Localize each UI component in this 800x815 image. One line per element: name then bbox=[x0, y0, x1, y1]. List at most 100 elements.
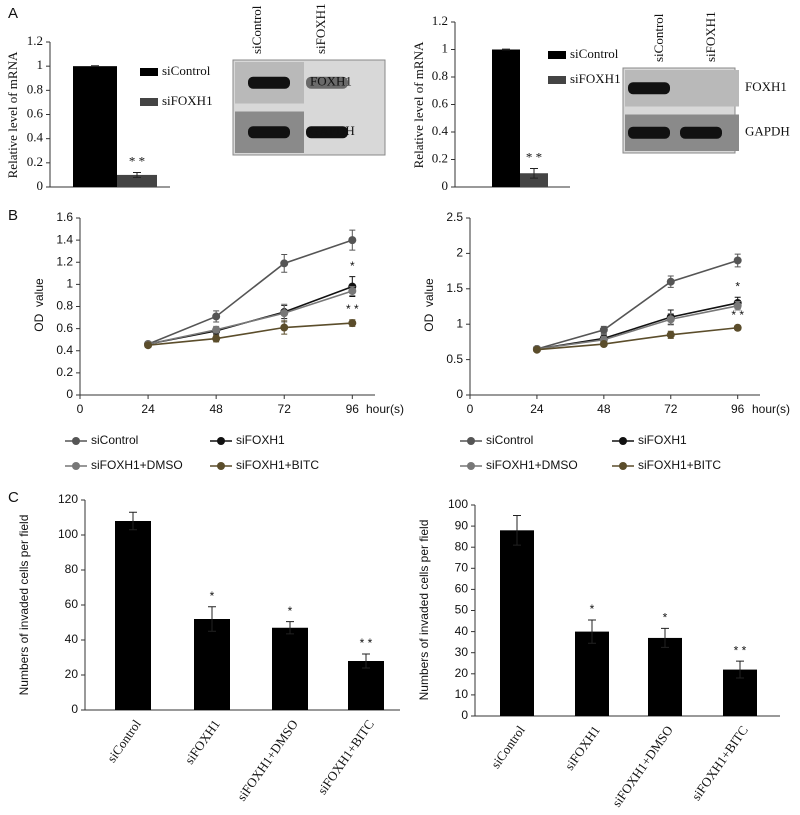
legend-label: siFOXH1 bbox=[570, 71, 621, 86]
x-tick-label: 72 bbox=[278, 402, 292, 416]
significance: * * bbox=[731, 308, 744, 322]
chart: 0 0.2 0.4 0.6 0.8 1 1.2 Relative level of mRNA s… bbox=[411, 11, 790, 193]
y-tick-label: 0.6 bbox=[56, 321, 73, 335]
blot-band bbox=[248, 76, 290, 89]
error-bar bbox=[736, 660, 744, 679]
error-bar bbox=[513, 515, 521, 546]
legend-label: siControl bbox=[162, 63, 211, 78]
series-line bbox=[536, 305, 738, 350]
series-line bbox=[147, 285, 353, 345]
chart: 0 10 20 30 40 50 60 70 80 90 100 Numbers of invaded… bbox=[417, 497, 780, 810]
significance: * * bbox=[129, 153, 145, 168]
y-tick-label: 1.2 bbox=[27, 33, 43, 48]
legend-marker bbox=[467, 462, 475, 470]
y-tick-label: 0.2 bbox=[432, 150, 448, 165]
x-tick-label: siFOXH1+DMSO bbox=[609, 723, 676, 810]
x-tick-label: 0 bbox=[467, 402, 474, 416]
y-tick-label: 0.8 bbox=[56, 299, 73, 313]
y-tick-label: 0.2 bbox=[56, 365, 73, 379]
significance: * bbox=[735, 279, 740, 293]
error-bar bbox=[133, 172, 141, 178]
legend-swatch bbox=[140, 68, 158, 76]
series-line bbox=[147, 239, 353, 345]
error-bar bbox=[502, 48, 510, 51]
y-tick-label: 0 bbox=[442, 178, 449, 193]
blot-row-label: FOXH1 bbox=[310, 74, 352, 89]
x-tick-label: 24 bbox=[141, 402, 155, 416]
y-tick-label: 1.4 bbox=[56, 232, 73, 246]
point bbox=[733, 301, 742, 310]
x-axis-label: hour(s) bbox=[752, 402, 790, 416]
legend-label: siFOXH1 bbox=[236, 433, 285, 447]
panel-label: A bbox=[8, 5, 18, 22]
legend-label: siControl bbox=[486, 433, 533, 447]
point bbox=[666, 315, 675, 324]
significance: * bbox=[288, 604, 293, 618]
y-tick-label: 30 bbox=[455, 645, 469, 659]
point bbox=[280, 309, 289, 318]
error-bar bbox=[208, 606, 216, 632]
y-tick-label: 0.5 bbox=[446, 352, 463, 366]
series-line bbox=[536, 259, 738, 350]
y-tick-label: 0.4 bbox=[56, 343, 73, 357]
y-tick-label: 70 bbox=[455, 560, 469, 574]
blot-band bbox=[248, 126, 290, 139]
point bbox=[348, 319, 357, 328]
blot-lane-label: siControl bbox=[249, 5, 264, 54]
significance: * bbox=[350, 259, 355, 273]
legend-marker bbox=[72, 437, 80, 445]
point bbox=[280, 323, 289, 332]
legend-label: siFOXH1+DMSO bbox=[91, 458, 183, 472]
y-tick-label: 1 bbox=[66, 277, 73, 291]
x-tick-label: 96 bbox=[346, 402, 360, 416]
legend-label: siControl bbox=[91, 433, 138, 447]
y-tick-label: 0.6 bbox=[432, 95, 449, 110]
series-line bbox=[147, 322, 353, 347]
error-bar bbox=[286, 621, 294, 635]
y-tick-label: 1 bbox=[37, 57, 44, 72]
y-tick-label: 0 bbox=[456, 387, 463, 401]
y-tick-label: 120 bbox=[58, 492, 78, 506]
x-tick-label: 24 bbox=[530, 402, 544, 416]
significance: * bbox=[663, 611, 668, 625]
point bbox=[280, 259, 289, 268]
y-tick-label: 0.4 bbox=[432, 123, 449, 138]
y-tick-label: 0.8 bbox=[27, 81, 43, 96]
blot-band bbox=[628, 82, 670, 95]
point bbox=[212, 334, 221, 343]
significance: * * bbox=[346, 302, 359, 316]
error-bar bbox=[129, 511, 137, 531]
blot-lane-label: siControl bbox=[651, 13, 666, 62]
y-tick-label: 1.2 bbox=[432, 13, 448, 28]
y-tick-label: 60 bbox=[65, 597, 79, 611]
legend-swatch bbox=[548, 76, 566, 84]
point bbox=[666, 277, 675, 286]
blot-row-label: FOXH1 bbox=[745, 79, 787, 94]
blot-band bbox=[306, 126, 348, 139]
point bbox=[348, 236, 357, 245]
x-tick-label: siFOXH1+DMSO bbox=[234, 717, 301, 804]
y-tick-label: 20 bbox=[65, 667, 79, 681]
y-tick-label: 40 bbox=[455, 624, 469, 638]
x-tick-label: siControl bbox=[104, 717, 144, 766]
y-tick-label: 40 bbox=[65, 632, 79, 646]
point bbox=[666, 330, 675, 339]
y-tick-label: 60 bbox=[455, 582, 469, 596]
bar bbox=[115, 521, 151, 710]
legend-marker bbox=[217, 462, 225, 470]
blot-band bbox=[628, 126, 670, 139]
y-tick-label: 2 bbox=[456, 246, 463, 260]
y-tick-label: 0 bbox=[37, 178, 44, 193]
y-tick-label: 80 bbox=[65, 562, 79, 576]
legend-swatch bbox=[140, 98, 158, 106]
point bbox=[733, 256, 742, 265]
y-tick-label: 0 bbox=[66, 387, 73, 401]
bar bbox=[117, 174, 157, 187]
x-tick-label: 48 bbox=[597, 402, 611, 416]
blot-row-label: GAPDH bbox=[745, 124, 790, 139]
y-tick-label: 80 bbox=[455, 539, 469, 553]
y-axis-label: Relative level of mRNA bbox=[411, 41, 426, 168]
x-tick-label: 48 bbox=[209, 402, 223, 416]
chart: 0 0.2 0.4 0.6 0.8 1 1.2 Relative level of mRNA s… bbox=[5, 3, 386, 193]
